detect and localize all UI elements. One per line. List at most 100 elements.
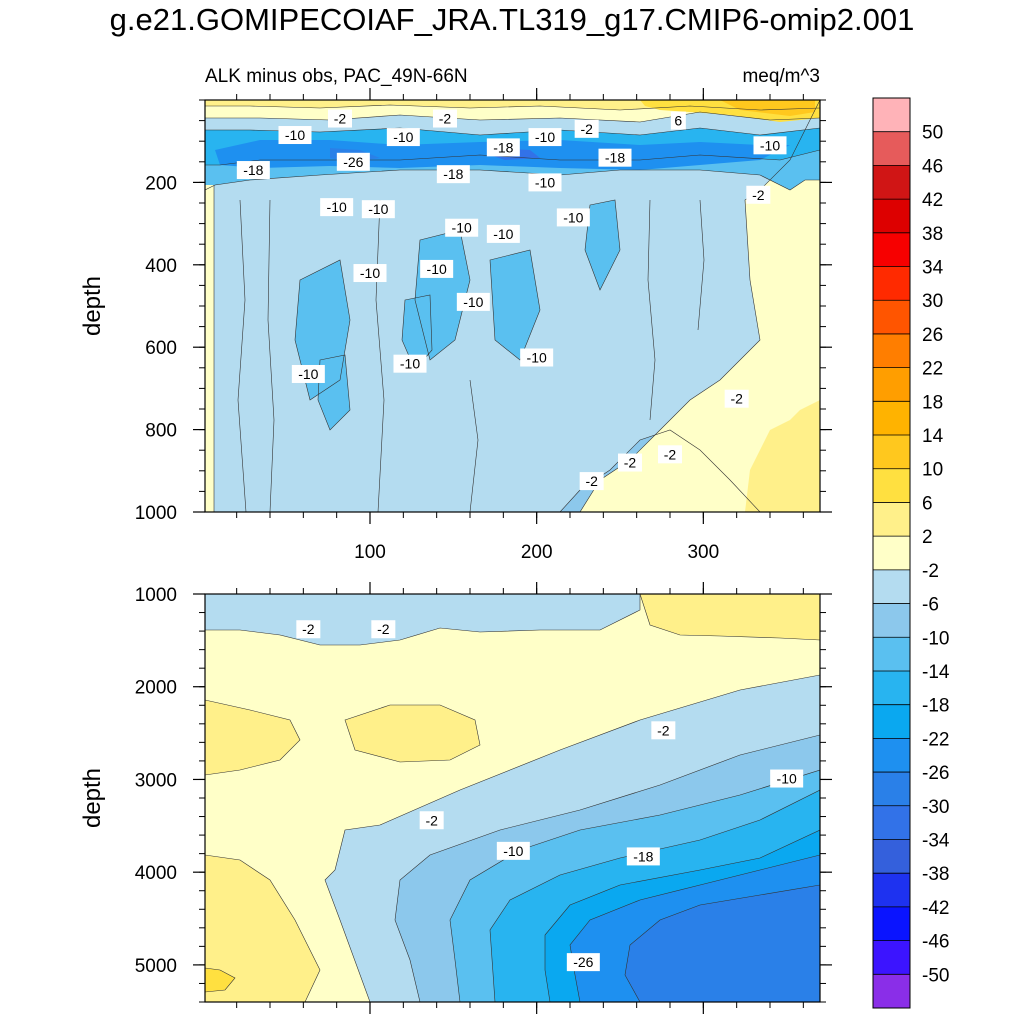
y-tick-label: 400 [145, 256, 177, 277]
contour-label-bg [278, 126, 312, 145]
contour-label: -2 [730, 391, 743, 407]
contour-label: -10 [298, 366, 318, 382]
colorbar-frame [872, 97, 911, 1009]
colorbar-swatch [873, 704, 910, 739]
contour-label-bg [520, 348, 554, 367]
y-tick-label: 4000 [135, 863, 177, 884]
y-tick-label: 1000 [135, 585, 177, 606]
contour-label-bg [598, 148, 632, 167]
contour-label-bg [651, 721, 676, 740]
colorbar-label: -26 [922, 763, 949, 784]
contour-label-bg [626, 847, 660, 866]
contour-label: -2 [377, 621, 390, 637]
colorbar-label: 26 [922, 325, 943, 346]
contour-label-bg [496, 841, 530, 860]
colorbar-label: -30 [922, 797, 949, 818]
contour-label-bg [236, 161, 270, 180]
colorbar-label: 42 [922, 190, 943, 211]
contour-label: -10 [760, 137, 780, 153]
colorbar-swatch [873, 569, 910, 604]
contour-label-bg [420, 259, 454, 278]
upper-contour-labels: -10-2 -2-10-18-26-18-18-10-26-18-10-10-10… [236, 109, 787, 491]
contour-label-bg [556, 208, 590, 227]
contour-label-bg [320, 198, 354, 217]
upper-depth-panel: ALK minus obs, PAC_49N-66N meq/m^3 depth… [79, 66, 832, 563]
contour-label: -10 [393, 129, 413, 145]
colorbar-swatch [873, 637, 910, 672]
contour-label-bg [574, 119, 599, 138]
upper-panel-units: meq/m^3 [742, 66, 820, 87]
contour-label: -18 [243, 162, 263, 178]
colorbar-label: 10 [922, 460, 943, 481]
colorbar-swatch [873, 435, 910, 470]
y-tick-label: 800 [145, 421, 177, 442]
contour-label: -10 [527, 350, 547, 366]
contour-label-bg [419, 811, 444, 830]
contour-label-bg [336, 152, 370, 171]
contour-label: -18 [605, 150, 625, 166]
y-tick-label: 600 [145, 338, 177, 359]
colorbar-swatch [873, 502, 910, 537]
colorbar-swatch [873, 906, 910, 941]
colorbar-label: -2 [922, 561, 939, 582]
contour-label: -2 [425, 812, 438, 828]
colorbar-swatch [873, 333, 910, 368]
y-tick-label: 200 [145, 173, 177, 194]
contour-label: -10 [285, 127, 305, 143]
contour-label-bg [753, 136, 787, 155]
contour-label: -10 [360, 265, 380, 281]
lower-y-axis: 1000 2000 3000 4000 5000 [135, 585, 832, 1003]
contour-label: -2 [302, 621, 315, 637]
colorbar-swatch [873, 266, 910, 301]
contour-label: -26 [573, 954, 593, 970]
contour-label-bg [658, 445, 682, 464]
contour-label-bg [456, 292, 490, 311]
contour-label: -10 [452, 220, 472, 236]
lower-depth-panel: depth 1000 2000 3000 4000 5000 -2 -2 -2 -10 -2 -1… [79, 582, 832, 1014]
contour-label-bg [670, 111, 686, 130]
y-tick-label: 2000 [135, 678, 177, 699]
contour-label: -18 [633, 848, 653, 864]
contour-label: -10 [463, 294, 483, 310]
lower-contour-labels: -2 -2 -2 -10 -2 -10 -18 -26 [296, 620, 804, 972]
colorbar-swatch [873, 401, 910, 436]
colorbar-swatch [873, 873, 910, 908]
colorbar-swatch [873, 232, 910, 267]
contour-label-bg [445, 218, 479, 237]
contour-label: -2 [439, 111, 452, 127]
colorbar-label: 30 [922, 291, 943, 312]
upper-y-axis-label: depth [79, 276, 106, 336]
contour-label: -2 [334, 111, 347, 127]
colorbar-label: -22 [922, 729, 949, 750]
x-tick-label: 100 [354, 542, 386, 563]
contour-label-bg [770, 769, 804, 788]
contour-label: -2 [624, 455, 637, 471]
contour-label: -10 [427, 261, 447, 277]
colorbar-swatch [873, 367, 910, 402]
colorbar-swatch [873, 772, 910, 807]
colorbar-label: 18 [922, 392, 943, 413]
x-tick-label: 200 [521, 542, 553, 563]
contour-label-bg [486, 224, 520, 243]
colorbar-swatch [873, 940, 910, 975]
colorbar-swatch [873, 468, 910, 503]
y-tick-label: 3000 [135, 770, 177, 791]
contour-label-bg [566, 953, 600, 972]
colorbar-label: 46 [922, 156, 943, 177]
contour-label: -2 [585, 473, 598, 489]
contour-label-bg [579, 472, 604, 491]
contour-label-bg [433, 109, 457, 128]
contour-label-bg [361, 200, 395, 219]
colorbar-swatch [873, 603, 910, 638]
upper-x-axis: 100 200 300 [236, 88, 804, 563]
colorbar-label: -38 [922, 864, 949, 885]
colorbar-label: -6 [922, 595, 939, 616]
colorbar-label: -50 [922, 965, 949, 986]
colorbar-label: -14 [922, 662, 950, 683]
contour-label-bg [371, 620, 396, 639]
colorbar: 50 46 42 38 34 30 26 22 18 14 10 6 2 -2 -6 -10 -14 -18 -22… [872, 97, 950, 1009]
x-tick-label: 300 [687, 542, 719, 563]
colorbar-label: 22 [922, 359, 943, 380]
